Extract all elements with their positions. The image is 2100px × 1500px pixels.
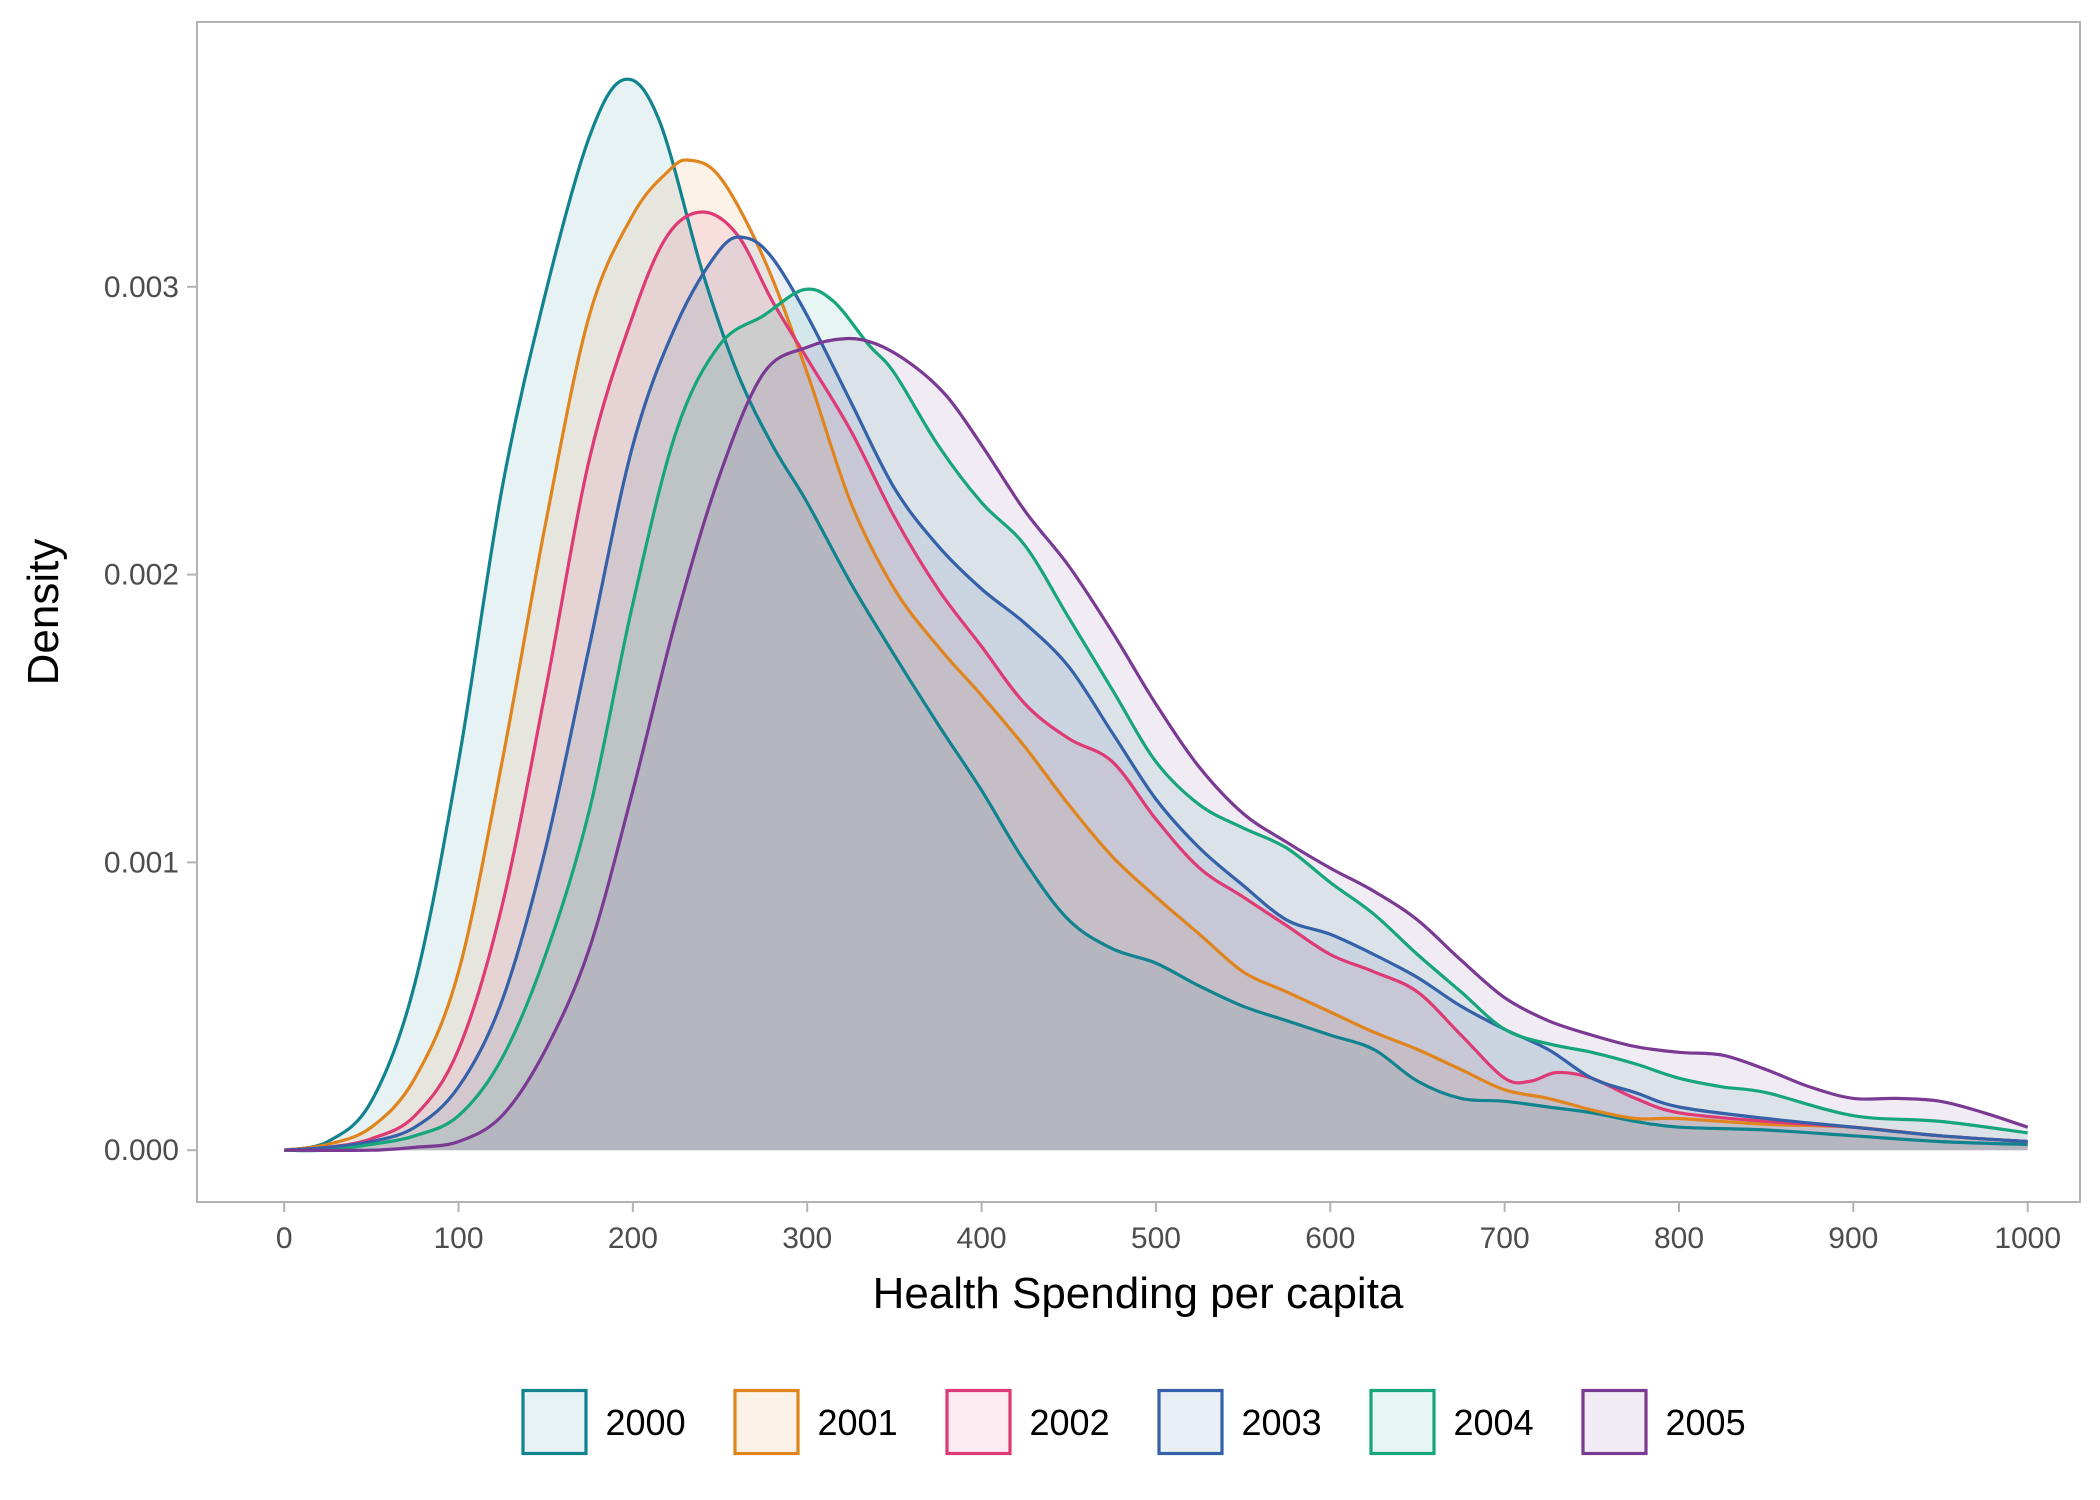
y-tick-label: 0.000 xyxy=(104,1134,179,1167)
legend-key-2003 xyxy=(1159,1391,1222,1454)
legend-item-2005: 2005 xyxy=(1582,1389,1746,1455)
x-axis: 0 100 200 300 400 500 600 700 800 900 1000 xyxy=(276,1202,2061,1255)
legend-key-2005 xyxy=(1583,1391,1646,1454)
legend-label: 2005 xyxy=(1666,1402,1746,1443)
y-tick-label: 0.002 xyxy=(104,559,179,592)
x-axis-title: Health Spending per capita xyxy=(873,1269,1404,1318)
x-tick-label: 700 xyxy=(1480,1222,1530,1255)
x-tick-label: 500 xyxy=(1131,1222,1181,1255)
x-tick-label: 800 xyxy=(1654,1222,1704,1255)
y-tick-label: 0.001 xyxy=(104,846,179,879)
x-tick-label: 600 xyxy=(1305,1222,1355,1255)
x-tick-label: 300 xyxy=(782,1222,832,1255)
legend-key-2001 xyxy=(735,1391,798,1454)
x-tick-label: 1000 xyxy=(1994,1222,2061,1255)
y-axis: 0.000 0.001 0.002 0.003 xyxy=(104,271,197,1167)
density-areas xyxy=(284,79,2028,1150)
legend-label: 2004 xyxy=(1454,1402,1534,1443)
x-tick-label: 200 xyxy=(608,1222,658,1255)
y-axis-title: Density xyxy=(19,539,68,686)
legend-label: 2002 xyxy=(1030,1402,1110,1443)
legend-item-2000: 2000 xyxy=(522,1389,686,1455)
legend-label: 2003 xyxy=(1242,1402,1322,1443)
x-tick-label: 400 xyxy=(957,1222,1007,1255)
legend-item-2003: 2003 xyxy=(1158,1389,1322,1455)
x-tick-label: 100 xyxy=(433,1222,483,1255)
legend-item-2004: 2004 xyxy=(1370,1389,1534,1455)
legend-item-2001: 2001 xyxy=(734,1389,898,1455)
legend-key-2000 xyxy=(523,1391,586,1454)
legend: 2000 2001 2002 2003 2004 2005 xyxy=(522,1389,1746,1455)
y-tick-label: 0.003 xyxy=(104,271,179,304)
x-tick-label: 900 xyxy=(1828,1222,1878,1255)
legend-key-2004 xyxy=(1371,1391,1434,1454)
x-tick-label: 0 xyxy=(276,1222,293,1255)
legend-label: 2001 xyxy=(818,1402,898,1443)
legend-label: 2000 xyxy=(606,1402,686,1443)
legend-key-2002 xyxy=(947,1391,1010,1454)
legend-item-2002: 2002 xyxy=(946,1389,1110,1455)
